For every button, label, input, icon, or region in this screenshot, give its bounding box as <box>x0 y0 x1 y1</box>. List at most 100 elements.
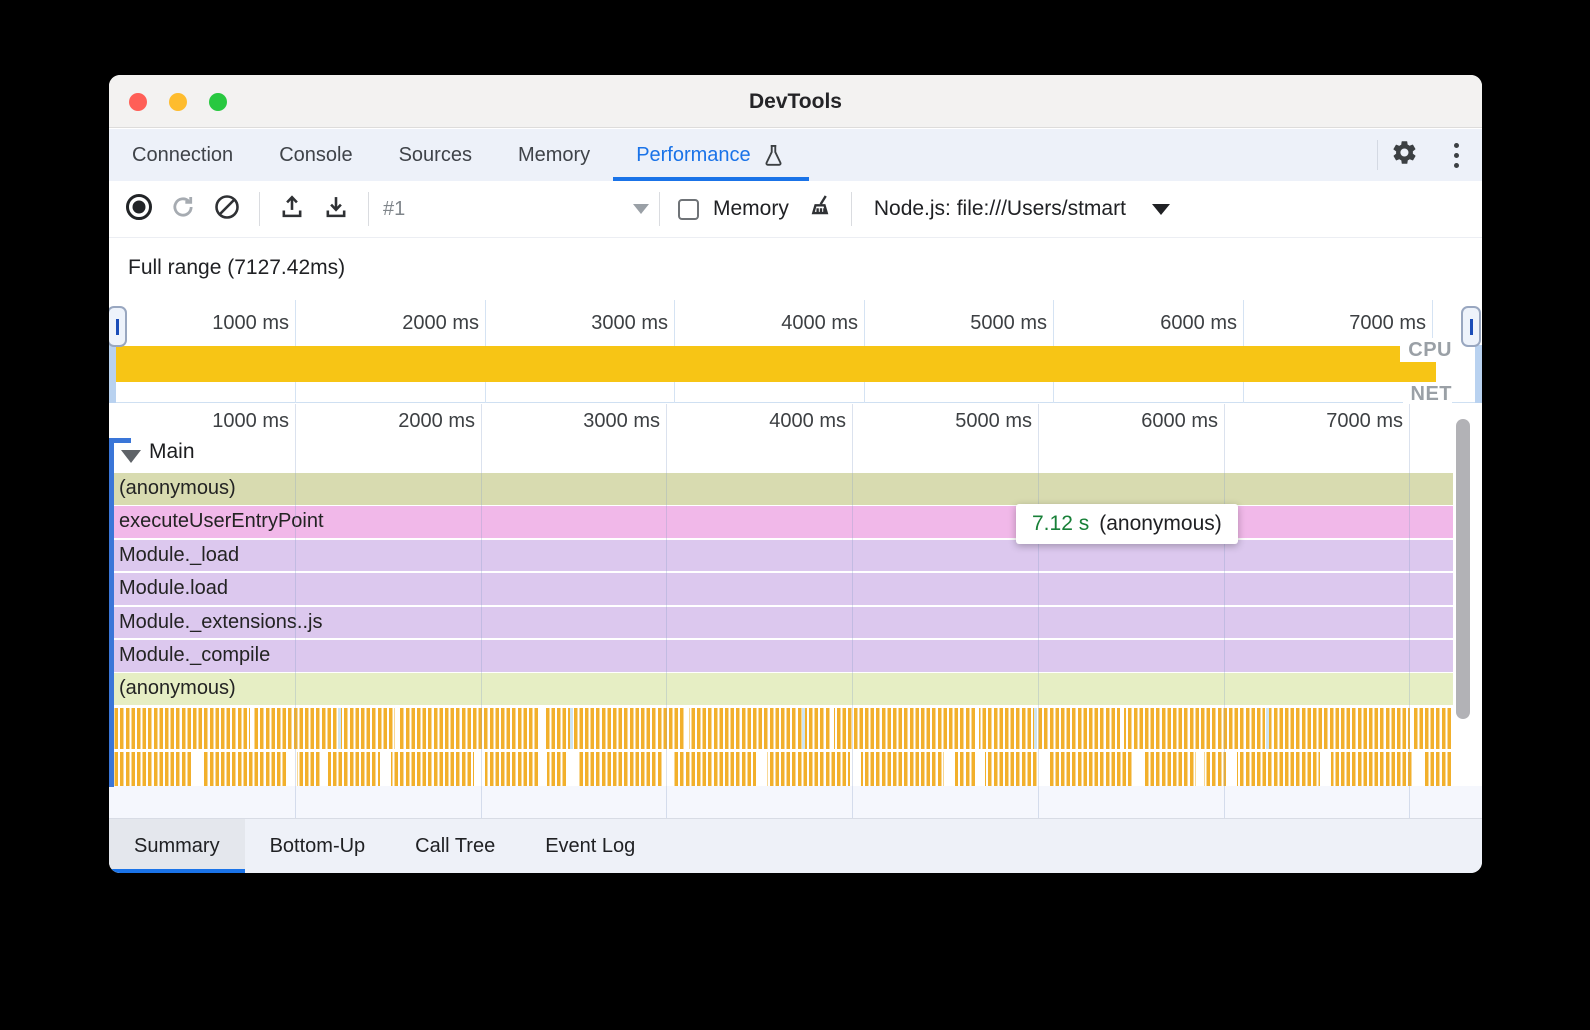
zoom-window-button[interactable] <box>209 93 227 111</box>
overview-tick-label: 3000 ms <box>591 312 668 334</box>
flame-tick-label: 2000 ms <box>398 410 475 432</box>
flame-row[interactable]: Module._compile <box>109 639 1453 672</box>
tab-sources[interactable]: Sources <box>376 129 495 181</box>
full-range-row: Full range (7127.42ms) <box>109 238 1482 300</box>
flame-row[interactable]: Module._extensions..js <box>109 606 1453 639</box>
detail-tab-call-tree[interactable]: Call Tree <box>390 819 520 873</box>
detail-tab-bottom-up[interactable]: Bottom-Up <box>245 819 391 873</box>
overview-right-strip <box>1475 345 1482 403</box>
load-profile-button[interactable] <box>270 187 314 231</box>
devtools-window: DevTools Connection Console Sources Memory P… <box>109 75 1482 873</box>
triangle-down-icon <box>1151 203 1170 215</box>
detail-tab-label: Bottom-Up <box>269 834 366 857</box>
record-icon <box>124 192 154 227</box>
clear-icon <box>213 193 241 226</box>
overview-left-strip <box>109 345 116 403</box>
flame-gridline <box>852 404 853 818</box>
main-track-header[interactable]: Main <box>109 438 1482 473</box>
flame-tick-label: 7000 ms <box>1326 410 1403 432</box>
tab-label: Memory <box>517 143 591 166</box>
target-selected-value: Node.js: file:///Users/stmart <box>873 197 1126 220</box>
detail-tab-label: Summary <box>134 834 220 857</box>
flame-gridline <box>1038 404 1039 818</box>
flame-row[interactable]: executeUserEntryPoint <box>109 506 1453 538</box>
flame-gridline <box>1224 404 1225 818</box>
title-bar: DevTools <box>109 75 1482 128</box>
flame-row-label: Module._compile <box>119 643 271 666</box>
overview-tick-label: 2000 ms <box>402 312 479 334</box>
tab-label: Sources <box>398 143 472 166</box>
tab-label: Connection <box>132 143 234 166</box>
flame-gridline <box>666 404 667 818</box>
main-tab-bar: Connection Console Sources Memory Performanc… <box>109 129 1482 181</box>
flame-tick-label: 1000 ms <box>212 410 289 432</box>
memory-toggle[interactable]: Memory <box>660 197 799 221</box>
flame-gridline <box>481 404 482 818</box>
more-options-button[interactable] <box>1430 129 1482 181</box>
flame-row-label: executeUserEntryPoint <box>119 510 324 533</box>
flame-row[interactable]: (anonymous) <box>109 473 1453 505</box>
toolbar-divider <box>1377 140 1378 170</box>
vertical-scrollbar[interactable] <box>1456 419 1470 719</box>
gear-icon <box>1391 139 1418 171</box>
overview-tick-label: 7000 ms <box>1349 312 1426 334</box>
range-handle-right[interactable] <box>1461 306 1481 347</box>
overview-tick-label: 5000 ms <box>970 312 1047 334</box>
collapse-triangle-icon[interactable] <box>121 450 141 463</box>
tab-console[interactable]: Console <box>256 129 375 181</box>
flame-row-label: (anonymous) <box>119 477 236 499</box>
tab-memory[interactable]: Memory <box>495 129 613 181</box>
broom-icon <box>806 192 836 227</box>
settings-button[interactable] <box>1378 129 1430 181</box>
flame-tick-label: 6000 ms <box>1141 410 1218 432</box>
download-icon <box>322 193 350 226</box>
flame-row-label: Module._extensions..js <box>119 610 323 633</box>
collect-garbage-button[interactable] <box>799 187 843 231</box>
upload-icon <box>278 193 306 226</box>
tab-connection[interactable]: Connection <box>109 129 256 181</box>
overview-tick-label: 6000 ms <box>1160 312 1237 334</box>
range-handle-left[interactable] <box>109 306 127 347</box>
tab-label: Performance <box>636 143 751 166</box>
full-range-label: Full range (7127.42ms) <box>128 256 346 279</box>
track-selection-indicator <box>109 438 114 787</box>
minimize-window-button[interactable] <box>169 93 187 111</box>
flame-chart[interactable]: Main (anonymous) executeUserEntryPoint Mod… <box>109 404 1482 818</box>
main-track-label: Main <box>149 440 195 463</box>
js-frames-strip[interactable] <box>109 708 1453 749</box>
close-window-button[interactable] <box>129 93 147 111</box>
flame-tick-label: 4000 ms <box>769 410 846 432</box>
reload-icon <box>169 193 197 226</box>
flame-tick-label: 5000 ms <box>955 410 1032 432</box>
memory-checkbox[interactable] <box>678 198 699 220</box>
track-selection-indicator <box>109 438 131 443</box>
reload-and-record-button[interactable] <box>161 187 205 231</box>
flame-row-label: Module.load <box>119 577 228 600</box>
tooltip-label: (anonymous) <box>1099 512 1222 535</box>
tooltip-duration: 7.12 s <box>1032 512 1090 535</box>
flame-row-label: Module._load <box>119 543 240 566</box>
overview-tick-label: 1000 ms <box>212 312 289 334</box>
flame-row[interactable]: Module.load <box>109 573 1453 605</box>
detail-tab-summary[interactable]: Summary <box>109 819 245 873</box>
flame-row[interactable]: Module._load <box>109 539 1453 572</box>
detail-tab-bar: Summary Bottom-Up Call Tree Event Log <box>109 818 1482 873</box>
history-select[interactable]: #1 <box>369 187 659 231</box>
flame-row[interactable]: (anonymous) <box>109 673 1453 705</box>
clear-recording-button[interactable] <box>205 187 249 231</box>
save-profile-button[interactable] <box>314 187 358 231</box>
tab-performance[interactable]: Performance <box>613 129 809 181</box>
performance-toolbar: #1 Memory Node.js: file:///Users/stmart <box>109 181 1482 238</box>
window-title: DevTools <box>749 90 842 113</box>
flame-tooltip: 7.12 s (anonymous) <box>1016 504 1238 544</box>
tab-label: Console <box>279 143 353 166</box>
js-frames-strip[interactable] <box>109 752 1453 786</box>
flame-chart-background <box>109 786 1482 818</box>
timeline-overview[interactable]: CPU NET 1000 ms 2000 ms 3000 ms 4000 ms 5000… <box>109 300 1482 406</box>
record-button[interactable] <box>117 187 161 231</box>
detail-tab-event-log[interactable]: Event Log <box>520 819 660 873</box>
flame-row-label: (anonymous) <box>119 677 236 700</box>
flame-gridline <box>1409 404 1410 818</box>
target-select[interactable]: Node.js: file:///Users/stmart <box>852 197 1184 221</box>
detail-tab-label: Event Log <box>545 834 636 857</box>
